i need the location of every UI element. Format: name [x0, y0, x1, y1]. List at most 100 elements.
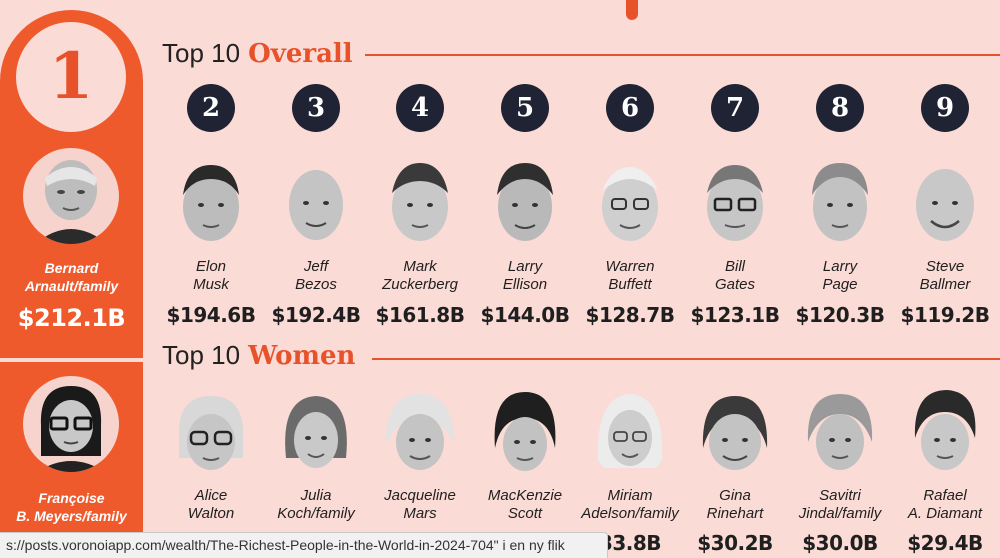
- first-name: Jacqueline: [384, 487, 456, 504]
- portrait: [697, 388, 773, 478]
- last-name: Bezos: [295, 276, 337, 293]
- first-name: Elon: [195, 258, 227, 275]
- rank-badge: 6: [606, 84, 654, 132]
- net-worth: $29.4B: [907, 531, 983, 555]
- first-name: Mark: [403, 258, 437, 275]
- heading-overall-accent: Overall: [248, 39, 353, 69]
- rank-1-name: Bernard Arnault/family: [0, 259, 143, 295]
- last-name: Scott: [507, 505, 543, 522]
- rank-number: 7: [725, 93, 745, 123]
- first-name: Jeff: [303, 258, 329, 275]
- net-worth: $30.0B: [802, 531, 878, 555]
- last-name: Adelson/family: [581, 505, 679, 522]
- person-name: Miriam Adelson/family: [575, 487, 685, 523]
- portrait: [592, 388, 668, 478]
- portrait: [173, 157, 249, 247]
- first-name: Bill: [724, 258, 745, 275]
- last-name: Ellison: [502, 276, 548, 293]
- first-name: Rafael: [923, 487, 967, 504]
- first-name: Gina: [719, 487, 751, 504]
- last-name: Musk: [193, 276, 229, 293]
- last-name: Page: [822, 276, 858, 293]
- first-name: Alice: [194, 487, 228, 504]
- person-name: Warren Buffett: [575, 258, 685, 294]
- portrait: [592, 157, 668, 247]
- portrait: [907, 157, 983, 247]
- person-name: Gina Rinehart: [680, 487, 790, 523]
- rank-badge: 2: [187, 84, 235, 132]
- person-name: Mark Zuckerberg: [365, 258, 475, 294]
- net-worth: $144.0B: [480, 303, 570, 327]
- rank-number: 9: [935, 93, 955, 123]
- first-name: Miriam: [607, 487, 653, 504]
- heading-overall-plain: Top 10: [162, 38, 241, 68]
- rank-number: 8: [830, 93, 850, 123]
- person-name: Julia Koch/family: [261, 487, 371, 523]
- portrait: [907, 388, 983, 478]
- rank-number: 6: [620, 93, 640, 123]
- net-worth: $128.7B: [585, 303, 675, 327]
- last-name: Jindal/family: [798, 505, 882, 522]
- last-name: Buffett: [608, 276, 652, 293]
- last-name: Rinehart: [706, 505, 764, 522]
- heading-top-10-women: Top 10 Women: [162, 340, 355, 371]
- rank-badge: 5: [501, 84, 549, 132]
- net-worth: $123.1B: [690, 303, 780, 327]
- person-name: Elon Musk: [156, 258, 266, 294]
- rank-badge: 3: [292, 84, 340, 132]
- women-rank-1-name-line1: Françoise: [38, 490, 105, 506]
- last-name: Koch/family: [277, 505, 355, 522]
- portrait-bernard-arnault: [23, 148, 119, 244]
- net-worth: $30.2B: [697, 531, 773, 555]
- first-name: Steve: [925, 258, 965, 275]
- net-worth: $120.3B: [795, 303, 885, 327]
- last-name: Ballmer: [919, 276, 971, 293]
- net-worth: $119.2B: [900, 303, 990, 327]
- last-name: A. Diamant: [907, 505, 983, 522]
- portrait: [802, 157, 878, 247]
- portrait: [487, 157, 563, 247]
- net-worth: 33.8B: [598, 531, 662, 555]
- rank-number: 2: [201, 93, 221, 123]
- portrait: [278, 388, 354, 478]
- women-rank-1-name-line2: B. Meyers/family: [16, 508, 127, 524]
- first-name: Larry: [507, 258, 543, 275]
- heading-women-plain: Top 10: [162, 340, 241, 370]
- link-status-bar: s://posts.voronoiapp.com/wealth/The-Rich…: [0, 532, 608, 558]
- person-name: Larry Ellison: [470, 258, 580, 294]
- rank-1-value: $212.1B: [17, 304, 126, 332]
- rank-badge: 7: [711, 84, 759, 132]
- heading-women-accent: Women: [248, 341, 356, 371]
- title-fragment: [626, 0, 638, 20]
- last-name: Walton: [187, 505, 235, 522]
- portrait-francoise-meyers: [23, 376, 119, 472]
- portrait: [382, 388, 458, 478]
- divider-women: [372, 358, 1000, 360]
- rank-badge: 8: [816, 84, 864, 132]
- rank-number: 5: [515, 93, 535, 123]
- person-name: Jeff Bezos: [261, 258, 371, 294]
- first-name: MacKenzie: [487, 487, 563, 504]
- person-name: Alice Walton: [156, 487, 266, 523]
- first-name: Julia: [300, 487, 332, 504]
- person-name: Savitri Jindal/family: [785, 487, 895, 523]
- portrait: [697, 157, 773, 247]
- rank-number: 4: [410, 93, 430, 123]
- divider-overall: [365, 54, 1000, 56]
- rank-1-badge: 1: [16, 22, 126, 132]
- rank-badge: 4: [396, 84, 444, 132]
- person-name: Jacqueline Mars: [365, 487, 475, 523]
- rank-number: 3: [306, 93, 326, 123]
- first-name: Savitri: [819, 487, 861, 504]
- heading-top-10-overall: Top 10 Overall: [162, 38, 353, 69]
- person-name: MacKenzie Scott: [470, 487, 580, 523]
- net-worth: $192.4B: [271, 303, 361, 327]
- person-name: Rafael A. Diamant: [890, 487, 1000, 523]
- person-name: Bill Gates: [680, 258, 790, 294]
- person-name: Steve Ballmer: [890, 258, 1000, 294]
- person-name: Larry Page: [785, 258, 895, 294]
- women-rank-1-name: Françoise B. Meyers/family: [0, 489, 143, 525]
- portrait: [487, 388, 563, 478]
- portrait: [173, 388, 249, 478]
- rank-badge: 9: [921, 84, 969, 132]
